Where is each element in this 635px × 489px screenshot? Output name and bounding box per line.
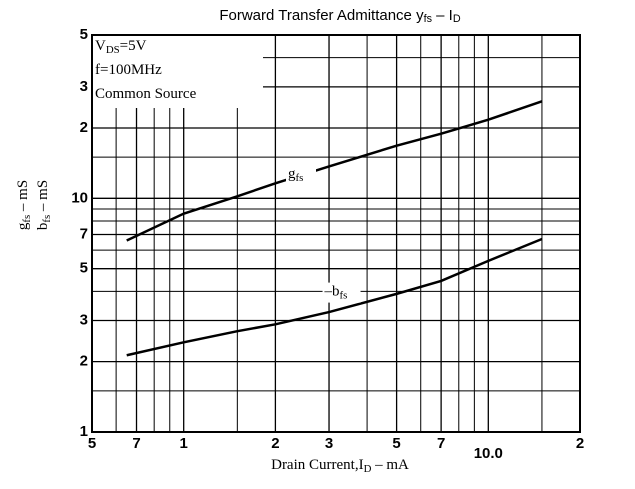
curve-label: –bfs xyxy=(324,284,348,301)
x-tick-label: 3 xyxy=(325,435,333,452)
condition-part: f=100MHz xyxy=(95,62,162,78)
y-tick-label: 5 xyxy=(80,260,88,277)
y-axis-label: gfs – mS xyxy=(15,180,32,230)
x-tick-label: 10.0 xyxy=(474,445,503,462)
y-axis-label: bfs – mS xyxy=(35,180,52,230)
y-axis-label-part: g xyxy=(15,222,31,230)
y-tick-label: 5 xyxy=(80,26,88,43)
chart-title-part: D xyxy=(453,13,461,25)
chart-title: Forward Transfer Admittance yfs – ID xyxy=(219,7,461,25)
y-axis-label-part: – mS xyxy=(35,180,51,215)
conditions-box xyxy=(93,36,263,108)
curve-label-bg xyxy=(286,164,317,185)
y-axis-label-part: fs xyxy=(21,215,33,223)
condition: Common Source xyxy=(95,86,197,102)
curve-label-bg xyxy=(322,282,361,303)
y-tick-label: 2 xyxy=(80,119,88,136)
y-tick-label: 3 xyxy=(80,78,88,95)
curve-label-part: fs xyxy=(296,172,304,184)
x-tick-label: 5 xyxy=(392,435,400,452)
x-axis-label-part: D xyxy=(364,463,372,475)
y-tick-label: 10 xyxy=(71,189,88,206)
condition-part: DS xyxy=(106,44,120,56)
x-tick-label: 2 xyxy=(271,435,279,452)
y-axis-label-part: fs xyxy=(41,215,53,223)
y-tick-label: 3 xyxy=(80,311,88,328)
x-tick-label: 7 xyxy=(437,435,445,452)
y-axis-label-part: b xyxy=(35,223,51,231)
x-tick-label: 1 xyxy=(180,435,188,452)
x-axis-label-part: – mA xyxy=(371,457,409,473)
condition-part: Common Source xyxy=(95,86,197,102)
chart-title-part: fs xyxy=(424,13,433,25)
x-tick-label: 7 xyxy=(132,435,140,452)
y-axis-label-part: – mS xyxy=(15,180,31,215)
condition-part: =5V xyxy=(120,38,147,54)
curve-label-part: g xyxy=(288,166,296,182)
x-tick-label: 5 xyxy=(88,435,96,452)
condition: f=100MHz xyxy=(95,62,162,78)
y-tick-label: 7 xyxy=(80,225,88,242)
curve-label: gfs xyxy=(288,166,303,183)
curve-label-part: –b xyxy=(324,284,340,300)
curve xyxy=(126,237,543,357)
x-axis-label-part: Drain Current,I xyxy=(271,457,363,473)
chart-title-part: – I xyxy=(432,7,453,24)
x-tick-label: 2 xyxy=(576,435,584,452)
curve xyxy=(126,100,543,242)
y-tick-label: 2 xyxy=(80,353,88,370)
curve-label-part: fs xyxy=(340,289,348,301)
condition: VDS=5V xyxy=(95,38,147,55)
condition-part: V xyxy=(95,38,106,54)
chart-title-part: Forward Transfer Admittance y xyxy=(219,7,424,24)
x-axis-label: Drain Current,ID – mA xyxy=(271,457,409,474)
y-tick-label: 1 xyxy=(80,423,88,440)
